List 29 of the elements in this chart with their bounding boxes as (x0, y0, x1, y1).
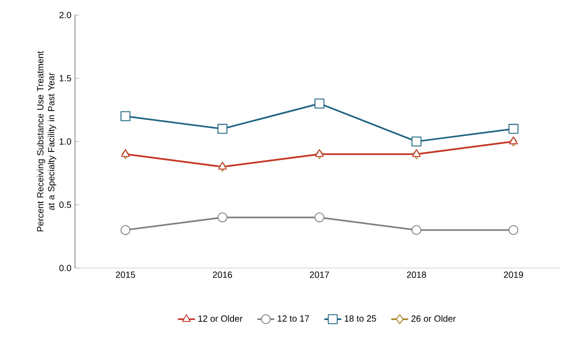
y-axis-title: Percent Receiving Substance Use Treatment at a Specialty Facility in Past Year (36, 51, 56, 232)
x-tick-label: 2018 (406, 272, 426, 278)
legend-label: 26 or Older (411, 315, 456, 322)
legend-label: 12 or Older (198, 315, 242, 322)
x-tick-label: 2016 (212, 272, 232, 278)
point (218, 162, 227, 170)
point (314, 98, 324, 108)
x-tick-label: 2017 (310, 272, 329, 278)
point (120, 225, 130, 235)
point (508, 124, 518, 134)
point (412, 136, 422, 146)
point (508, 225, 518, 235)
point (314, 212, 324, 222)
legend-label: 18 to 25 (344, 315, 376, 322)
x-tick-label: 2015 (116, 272, 136, 278)
legend-label: 12 to 17 (278, 315, 310, 322)
point (412, 149, 421, 157)
point (218, 212, 228, 222)
point (218, 124, 228, 134)
y-tick-label: 0.5 (59, 202, 72, 208)
x-tick-label: 2019 (504, 272, 523, 278)
point (412, 225, 422, 235)
point (121, 149, 130, 157)
point (120, 111, 130, 122)
y-tick-label: 0.0 (59, 264, 72, 272)
y-tick-label: 1.0 (60, 138, 72, 145)
y-tick-label: 2.0 (59, 12, 72, 18)
y-tick-label: 1.5 (60, 75, 72, 82)
point (315, 149, 324, 157)
